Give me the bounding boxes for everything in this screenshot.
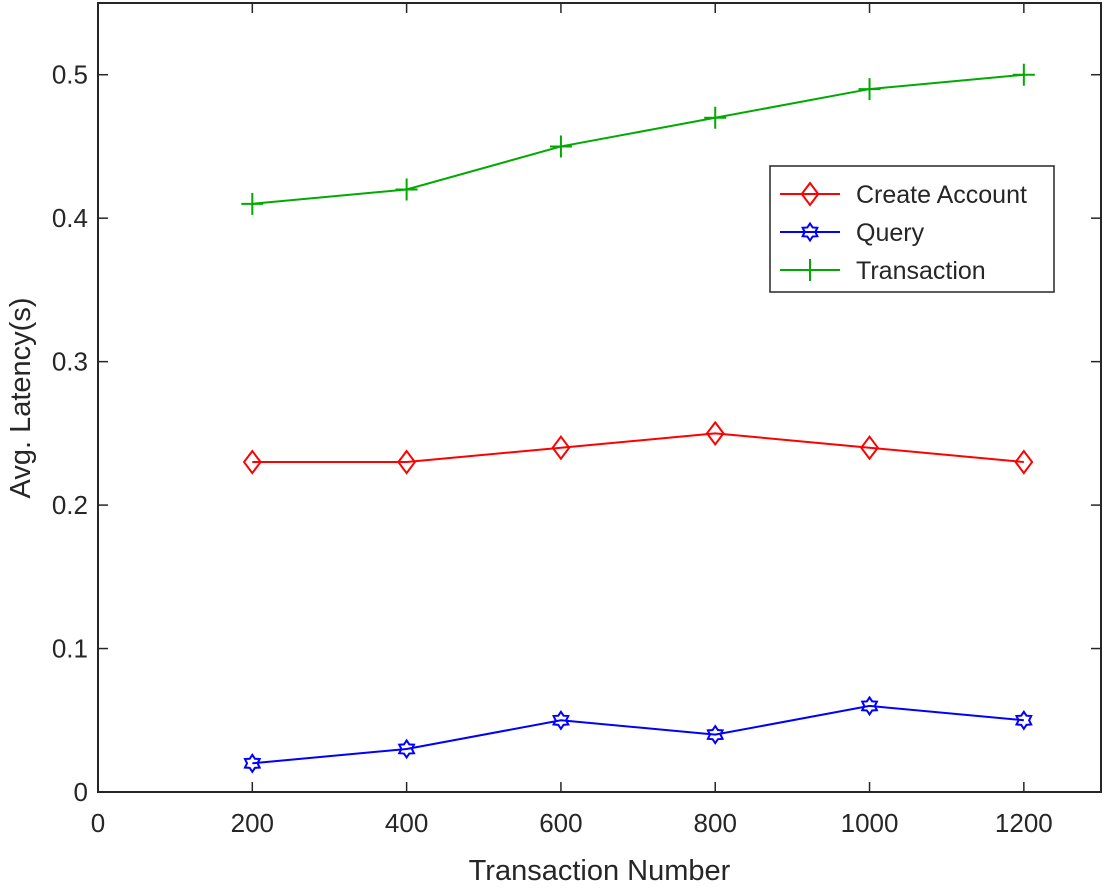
legend-label: Create Account xyxy=(856,181,1027,209)
legend-marker xyxy=(800,181,820,207)
series-query xyxy=(243,695,1033,774)
data-point-create-account xyxy=(397,449,417,475)
legend-marker xyxy=(801,221,819,243)
data-point-transaction xyxy=(241,192,264,215)
x-tick-label: 0 xyxy=(91,808,105,838)
y-axis-title: Avg. Latency(s) xyxy=(5,298,37,499)
axis-ticks: 0 200 400 600 800 1000 1200 0 0.1 0.2 0.3 0.4 0.5 xyxy=(52,3,1101,838)
data-point-transaction xyxy=(858,78,881,101)
data-point-query xyxy=(706,724,725,745)
y-tick-label: 0 xyxy=(74,777,88,807)
legend-label: Query xyxy=(856,219,925,247)
data-point-transaction xyxy=(549,135,572,158)
data-point-create-account xyxy=(1014,449,1034,475)
data-point-query xyxy=(1014,709,1033,731)
data-point-query xyxy=(243,753,262,774)
series-line-transaction xyxy=(252,73,1024,205)
series-create-account xyxy=(242,420,1034,475)
y-tick-label: 0.5 xyxy=(52,60,88,90)
data-point-query xyxy=(552,709,570,731)
data-point-create-account xyxy=(860,435,880,461)
series-transaction xyxy=(241,63,1035,215)
data-point-create-account xyxy=(551,435,571,461)
x-tick-label: 600 xyxy=(539,808,582,838)
series-line-query xyxy=(252,704,1024,765)
legend-marker xyxy=(799,259,821,281)
y-tick-label: 0.1 xyxy=(52,634,88,664)
legend-entry-query: Query xyxy=(780,219,925,247)
data-point-transaction xyxy=(1012,63,1035,86)
series-layer xyxy=(241,63,1035,774)
x-tick-label: 400 xyxy=(385,808,428,838)
x-tick-label: 1200 xyxy=(995,808,1053,838)
x-tick-label: 1000 xyxy=(841,808,899,838)
data-point-transaction xyxy=(395,178,418,201)
y-tick-label: 0.4 xyxy=(52,203,88,233)
data-point-query xyxy=(397,738,416,760)
x-tick-label: 200 xyxy=(231,808,274,838)
x-axis-title: Transaction Number xyxy=(469,855,731,887)
legend-entry-transaction: Transaction xyxy=(780,257,986,285)
legend: Create Account Query Transaction xyxy=(769,165,1055,293)
data-point-create-account xyxy=(242,449,262,475)
plot-area xyxy=(97,2,1102,793)
data-point-create-account xyxy=(705,420,725,447)
data-point-transaction xyxy=(704,106,727,129)
legend-label: Transaction xyxy=(856,257,986,285)
series-line-create-account xyxy=(252,432,1024,464)
data-point-query xyxy=(860,695,879,717)
legend-entry-create-account: Create Account xyxy=(780,181,1027,209)
x-tick-label: 800 xyxy=(694,808,737,838)
y-tick-label: 0.3 xyxy=(52,347,88,377)
y-tick-label: 0.2 xyxy=(52,490,88,520)
